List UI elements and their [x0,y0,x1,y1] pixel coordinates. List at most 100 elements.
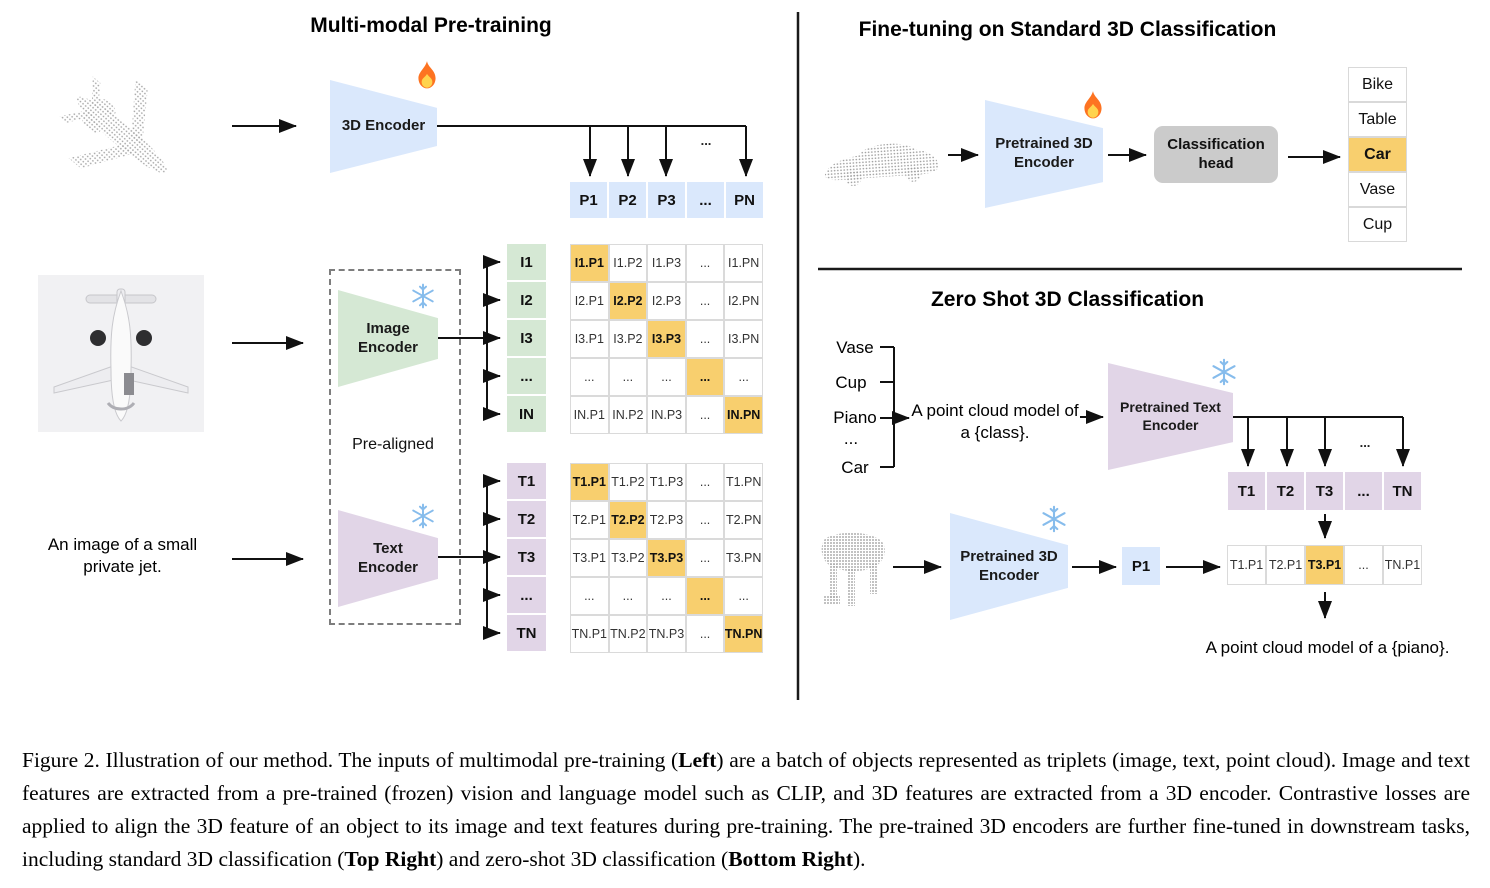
cell: T2 [1267,472,1304,510]
cell: T3.P2 [608,539,648,577]
prealigned-box [329,269,461,625]
cell: PN [726,182,763,218]
cell: T3 [1306,472,1343,510]
zeroshot-similarity-row: T1.P1 T2.P1 T3.P1... TN.P1 [1227,545,1422,585]
cell: T1 [1228,472,1265,510]
cell: ... [687,182,724,218]
caption-part-bold: Left [678,747,717,772]
cell: T1.P2 [608,463,648,501]
cell: I1.P2 [608,244,648,282]
cell: T1 [507,463,546,499]
p-feature-row: P1 P2 P3... PN [570,182,763,218]
cell: ... [608,577,648,615]
cell: T3.PN [724,539,763,577]
cell: IN.PN [724,396,763,434]
cell: P2 [609,182,646,218]
image-encoder-label: Image Encoder [357,319,418,356]
cell: TN [507,615,546,651]
cell: ... [647,577,686,615]
snowflake-icon [1042,505,1066,533]
cell: IN [507,396,546,432]
3d-encoder-label: 3D Encoder [341,117,426,135]
cell: ... [1344,545,1383,585]
cell: T1.P3 [647,463,686,501]
fire-icon [1084,91,1102,119]
cell: TN.P1 [570,615,609,653]
caption-part: ) are a batch of objects represented as … [22,747,1471,871]
class-word-ellipsis: ... [843,429,859,448]
cell: P3 [648,182,685,218]
caption-part: Figure 2. Illustration of our method. Th… [22,747,679,772]
airplane-photo [38,275,204,432]
figure-caption: Figure 2. Illustration of our method. Th… [22,744,1470,876]
cell: T3.P3 [647,539,686,577]
car-point-cloud-image [825,143,939,186]
prealigned-label: Pre-aligned [352,436,434,453]
image-pointcloud-similarity-matrix: I1.P1 I1.P2 I1.P3... I1.PN I2.P1 I2.P2 I2.P3..… [570,244,763,434]
prompt-template-text: A point cloud model of a {class}. [911,401,1079,443]
cell: I2 [507,282,546,318]
ellipsis-label: ... [1359,435,1371,450]
cell: Bike [1348,67,1407,102]
caption-part-bold: Bottom Right [728,846,854,871]
cell: TN.PN [724,615,763,653]
cell: I2.PN [724,282,763,320]
cell: Table [1348,102,1407,137]
cell: I1.P1 [570,244,609,282]
cell: ... [685,282,725,320]
cell: I1.PN [724,244,763,282]
ellipsis-label: ... [700,133,712,148]
cell: T2.P1 [570,501,609,539]
cell: T2.PN [724,501,763,539]
text-pointcloud-similarity-matrix: T1.P1 T1.P2 T1.P3... T1.PN T2.P1 T2.P2 T2.P3..… [570,463,763,653]
cell: ... [570,358,609,396]
zeroshot-result-text: A point cloud model of a {piano}. [1205,638,1450,657]
cell: ... [507,577,546,613]
cell: ... [685,615,725,653]
cell: TN [1384,472,1421,510]
cell: ... [685,463,725,501]
cell: T3 [507,539,546,575]
text-encoder-label: Text Encoder [357,539,418,576]
caption-part-bold: Top Right [344,846,437,871]
cell: Vase [1348,172,1407,207]
cell: TN.P3 [647,615,686,653]
cell: ... [685,539,725,577]
cell: ... [685,396,725,434]
cell: T2.P2 [608,501,648,539]
cell: T1.PN [724,463,763,501]
class-prediction-list: Bike Table Car Vase Cup [1348,67,1407,242]
cell: IN.P3 [647,396,686,434]
cell: T3.P1 [570,539,609,577]
text-feature-column: T1 T2 T3... TN [507,463,546,651]
snowflake-icon [412,283,434,309]
cell: ... [570,577,609,615]
3d-encoder: 3D Encoder [330,80,437,173]
image-text-description: An image of a small private jet. [47,535,198,577]
cell: ... [685,358,725,396]
cell: ... [685,320,725,358]
cell: T3.P1 [1305,545,1344,585]
cell: ... [724,358,763,396]
finetuning-title: Fine-tuning on Standard 3D Classificatio… [858,18,1277,41]
cell: ... [685,244,725,282]
piano-point-cloud-image [821,532,885,606]
cell: I1 [507,244,546,280]
cell: ... [608,358,648,396]
cell: ... [685,577,725,615]
snowflake-icon [1212,358,1236,386]
cell: ... [647,358,686,396]
cell: Cup [1348,207,1407,242]
image-feature-column: I1 I2 I3... IN [507,244,546,432]
cell: TN.P1 [1383,545,1422,585]
pretrained-text-encoder-label: Pretrained Text Encoder [1120,399,1221,433]
cell: ... [685,501,725,539]
cell: ... [724,577,763,615]
cell: T1.P1 [1227,545,1266,585]
cell: P1 [570,182,607,218]
cell: I3.PN [724,320,763,358]
caption-part: ). [853,846,866,871]
p1-feature-box: P1 [1122,547,1160,585]
cell: IN.P1 [570,396,609,434]
